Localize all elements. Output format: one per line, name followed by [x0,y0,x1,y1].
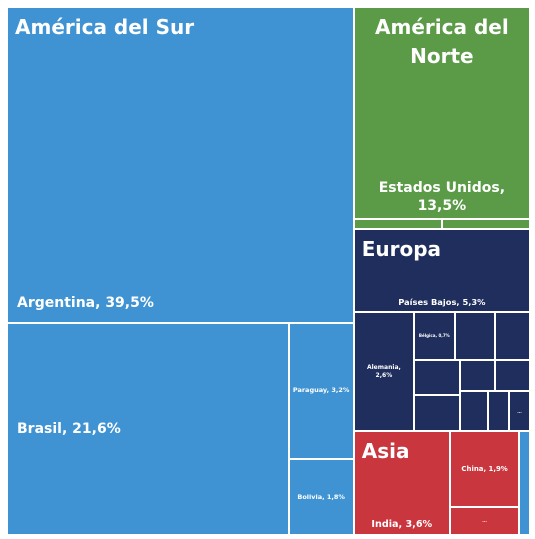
treemap-cell [353,311,415,432]
cell-label: Paraguay, 3,2% [292,386,350,395]
treemap-cell [488,391,510,432]
group-header: Asia [361,439,410,464]
treemap-cell [353,431,450,535]
treemap-cell [353,7,530,220]
treemap-cell [460,391,489,432]
treemap-cell [495,359,530,392]
treemap-cell [414,395,461,432]
treemap-cell [460,359,496,392]
cell-label: Estados Unidos, 13,5% [378,179,506,214]
cell-label: ... [482,518,487,524]
treemap-cell [441,219,530,229]
treemap-cell [7,7,354,323]
cell-label: ... [517,408,522,414]
treemap-cell [414,311,455,360]
cell-label: Bélgica, 0,7% [418,333,450,339]
treemap-cell [449,431,520,508]
treemap-cell [353,228,530,312]
treemap-cell [495,311,530,360]
treemap-cell [454,311,496,360]
cell-label: Brasil, 21,6% [17,420,121,437]
treemap-cell [288,458,354,535]
cell-label: Países Bajos, 5,3% [398,297,486,308]
treemap-cell [414,359,461,396]
cell-label: India, 3,6% [371,518,433,530]
group-header: América del Sur [15,15,195,39]
cell-label: Argentina, 39,5% [17,295,154,312]
treemap-cell [353,219,442,229]
treemap-cell [288,322,354,459]
cell-label: China, 1,9% [461,464,508,473]
treemap-cell [449,507,520,535]
group-header: Europa [361,236,442,261]
treemap-cell [7,322,289,535]
cell-label: Bolivia, 1,8% [297,492,345,501]
group-header: América del Norte [375,15,509,68]
cell-label: Alemania, 2,6% [366,363,401,379]
treemap-cell [509,391,530,432]
treemap-cell [519,431,530,535]
